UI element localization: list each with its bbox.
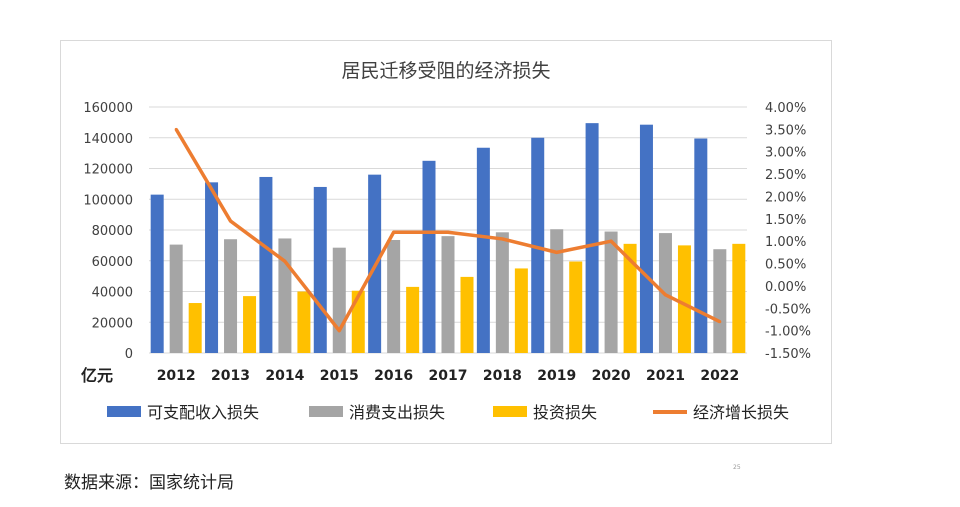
- y2-tick-label: 4.00%: [765, 101, 806, 116]
- x-tick-label: 2015: [320, 368, 359, 384]
- bar-series-1-2016: [387, 239, 401, 353]
- y2-tick-label: 3.50%: [765, 123, 806, 138]
- y2-tick-label: 0.00%: [765, 280, 806, 295]
- bar-series-0-2019: [531, 137, 545, 353]
- bar-series-1-2020: [604, 231, 618, 353]
- bar-series-0-2021: [639, 124, 653, 354]
- bar-series-1-2015: [332, 247, 346, 353]
- bar-series-1-2013: [224, 239, 238, 353]
- chart-svg: 居民迁移受阻的经济损失 160000 140000 120000 100000 8000…: [81, 60, 811, 422]
- bar-series-1-2017: [441, 236, 455, 353]
- bar-series-0-2017: [422, 160, 436, 353]
- x-tick-label: 2018: [483, 368, 522, 384]
- bar-series-1-2014: [278, 238, 292, 353]
- bar-series-0-2012: [150, 194, 164, 353]
- bar-series-2-2015: [351, 290, 365, 353]
- y-axis-unit-label: 亿元: [81, 366, 113, 385]
- y-tick-label: 160000: [83, 101, 133, 116]
- legend: 可支配收入损失 消费支出损失 投资损失 经济增长损失: [107, 403, 789, 422]
- y-tick-label: 20000: [92, 316, 133, 331]
- x-tick-label: 2019: [537, 368, 576, 384]
- y2-tick-label: -1.00%: [765, 325, 811, 340]
- bar-series-2-2022: [732, 243, 746, 353]
- y-tick-label: 0: [125, 347, 133, 362]
- y-tick-label: 100000: [83, 193, 133, 208]
- y-tick-label: 40000: [92, 286, 133, 301]
- y2-tick-label: 3.00%: [765, 146, 806, 161]
- bar-series-2-2012: [188, 303, 202, 353]
- bar-series-2-2019: [569, 261, 583, 353]
- y-axis-right: 4.00% 3.50% 3.00% 2.50% 2.00% 1.50% 1.00% 0.50%…: [765, 101, 811, 362]
- y-tick-label: 80000: [92, 224, 133, 239]
- line-point-2014: [283, 259, 287, 263]
- x-tick-label: 2021: [646, 368, 685, 384]
- y2-tick-label: -0.50%: [765, 302, 811, 317]
- bar-series-1-2012: [169, 244, 183, 353]
- bar-series-2-2020: [623, 243, 637, 353]
- bar-series-2-2021: [677, 245, 691, 353]
- x-tick-label: 2013: [211, 368, 250, 384]
- bar-series-2-2018: [514, 268, 528, 353]
- line-point-2018: [500, 237, 504, 241]
- y2-tick-label: 2.00%: [765, 190, 806, 205]
- y-tick-label: 120000: [83, 163, 133, 178]
- y-axis-left: 160000 140000 120000 100000 80000 60000 40000 2…: [83, 101, 133, 362]
- legend-label-2: 投资损失: [533, 403, 597, 422]
- bar-series-0-2020: [585, 123, 599, 353]
- bar-series-0-2018: [476, 147, 490, 353]
- x-tick-label: 2022: [700, 368, 739, 384]
- y2-tick-label: 2.50%: [765, 168, 806, 183]
- legend-label-0: 可支配收入损失: [147, 403, 259, 422]
- y2-tick-label: 0.50%: [765, 258, 806, 273]
- line-point-2016: [392, 230, 396, 234]
- legend-swatch-2: [493, 406, 527, 417]
- bar-series-2-2013: [243, 296, 257, 353]
- bar-series-0-2013: [205, 182, 219, 353]
- bar-series-2-2017: [460, 276, 474, 353]
- y-tick-label: 60000: [92, 255, 133, 270]
- legend-label-1: 消费支出损失: [349, 403, 445, 422]
- bar-series-1-2018: [495, 232, 509, 353]
- line-point-2012: [174, 127, 178, 131]
- legend-swatch-1: [309, 406, 343, 417]
- bar-series-2-2016: [406, 286, 420, 353]
- chart-title: 居民迁移受阻的经济损失: [341, 60, 550, 82]
- growth-loss-line: [174, 127, 722, 333]
- y2-tick-label: -1.50%: [765, 347, 811, 362]
- legend-swatch-0: [107, 406, 141, 417]
- x-tick-label: 2017: [429, 368, 468, 384]
- line-point-2017: [446, 230, 450, 234]
- y-tick-label: 140000: [83, 132, 133, 147]
- x-tick-label: 2016: [374, 368, 413, 384]
- bar-series-2-2014: [297, 291, 311, 353]
- source-note: 数据来源：国家统计局: [64, 473, 234, 493]
- chart-frame: 居民迁移受阻的经济损失 160000 140000 120000 100000 8000…: [60, 40, 832, 444]
- page-number: 25: [733, 464, 741, 471]
- line-point-2021: [663, 293, 667, 297]
- line-point-2020: [609, 239, 613, 243]
- x-tick-label: 2020: [592, 368, 631, 384]
- line-point-2015: [337, 329, 341, 333]
- y2-tick-label: 1.50%: [765, 213, 806, 228]
- x-tick-label: 2014: [265, 368, 304, 384]
- y2-tick-label: 1.00%: [765, 235, 806, 250]
- bar-series-1-2019: [550, 229, 564, 353]
- line-point-2013: [229, 219, 233, 223]
- line-point-2022: [718, 320, 722, 324]
- bars: [150, 123, 746, 354]
- bar-series-0-2022: [694, 138, 708, 353]
- bar-series-1-2022: [713, 249, 727, 353]
- line-point-2019: [555, 250, 559, 254]
- bar-series-0-2014: [259, 176, 273, 353]
- bar-series-0-2015: [313, 186, 327, 353]
- legend-label-3: 经济增长损失: [693, 403, 789, 422]
- x-tick-label: 2012: [157, 368, 196, 384]
- x-axis: 2012 2013 2014 2015 2016 2017 2018 2019 2020 2021…: [157, 368, 740, 384]
